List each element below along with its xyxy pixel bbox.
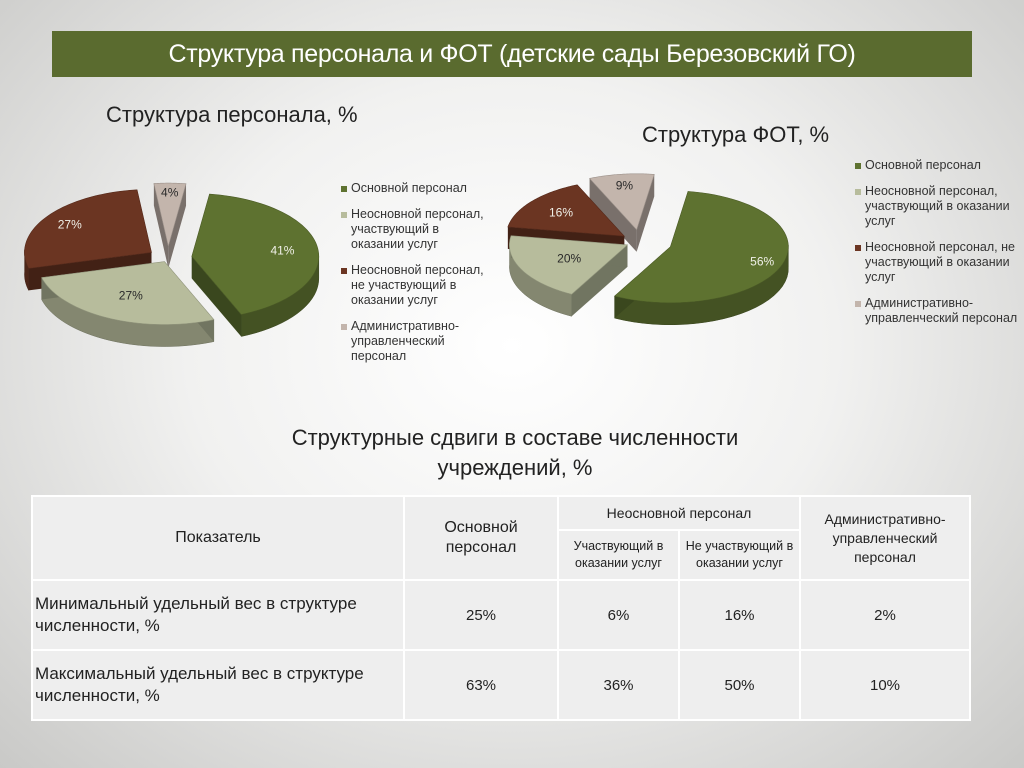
table-row: Максимальный удельный вес в структуре чи… [31,649,971,721]
header-participating: Участвующий в оказании услуг [557,529,680,581]
pie-slice [153,182,187,247]
header-administrative-text: Административно-управленческий персонал [824,510,946,565]
row-label-min: Минимальный удельный вес в структуре чис… [31,579,405,651]
header-main-staff-text: Основной персонал [444,519,518,556]
legend-swatch [855,189,861,195]
legend-swatch [855,245,861,251]
legend-swatch [341,324,347,330]
chart-title-payroll: Структура ФОТ, % [642,122,830,147]
pie-slice-edge [636,174,655,252]
legend-label: Административно-управленческий персонал [865,296,1018,325]
pie-data-label: 16% [549,206,573,220]
title-bar: Структура персонала и ФОТ (детские сады … [52,31,972,77]
header-non-core: Неосновной персонал [557,495,801,531]
cell-max-administrative: 10% [799,649,971,721]
legend-swatch [341,268,347,274]
pie-data-label: 27% [58,218,82,232]
pie-chart-payroll: 56% 20% 16% 9% [507,173,789,326]
cell-min-administrative: 2% [799,579,971,651]
legend-item: Неосновной персонал, участвующий в оказа… [341,207,491,252]
legend-item: Административно-управленческий персонал [341,319,491,364]
cell-min-main: 25% [403,579,559,651]
header-participating-text: Участвующий в оказании услуг [573,539,664,570]
header-indicator: Показатель [31,495,405,581]
pie-data-label: 20% [557,252,581,266]
pie-slice [613,191,789,304]
legend-swatch [341,212,347,218]
pie-data-label: 4% [161,186,179,200]
chart-title-staff: Структура персонала, % [106,102,358,127]
header-administrative: Административно-управленческий персонал [799,495,971,581]
legend-label: Основной персонал [865,158,981,172]
pie-slice [507,184,625,237]
header-main-staff: Основной персонал [403,495,559,581]
legend-item: Административно-управленческий персонал [855,296,1020,326]
pie-data-label: 27% [119,288,143,302]
pie-data-label: 41% [270,244,294,258]
section-title-line-2: учреждений, % [437,455,593,480]
pie-slice [41,261,215,325]
page-title: Структура персонала и ФОТ (детские сады … [168,39,856,68]
legend-staff: Основной персонал Неосновной персонал, уч… [341,181,491,375]
cell-max-participating: 36% [557,649,680,721]
legend-label: Неосновной персонал, не участвующий в ок… [351,263,484,307]
pie-slice [589,173,655,231]
pie-slice-edge [191,256,242,337]
legend-item: Неосновной персонал, не участвующий в ок… [855,240,1020,285]
cell-max-main: 63% [403,649,559,721]
legend-item: Неосновной персонал, участвующий в оказа… [855,184,1020,229]
pie-data-label: 9% [616,178,634,192]
legend-label: Административно-управленческий персонал [351,319,460,363]
pie-slice-edge [589,178,637,252]
legend-label: Неосновной персонал, не участвующий в ок… [865,240,1015,284]
section-title-line-1: Структурные сдвиги в составе численности [291,425,739,450]
legend-swatch [855,163,861,169]
legend-item: Основной персонал [341,181,491,196]
pie-slice [509,235,629,295]
cell-max-not-participating: 50% [678,649,801,721]
pie-slice-edge [153,183,169,269]
legend-item: Основной персонал [855,158,1020,173]
legend-payroll: Основной персонал Неосновной персонал, уч… [855,158,1020,337]
pie-slice-edge [168,183,187,269]
pie-chart-staff: 41% 27% 27% 4% [24,182,320,347]
pie-slice [191,193,320,315]
section-title: Структурные сдвиги в составе численности… [200,423,830,483]
row-label-max: Максимальный удельный вес в структуре чи… [31,649,405,721]
legend-label: Неосновной персонал, участвующий в оказа… [351,207,484,251]
legend-label: Неосновной персонал, участвующий в оказа… [865,184,1010,228]
cell-min-participating: 6% [557,579,680,651]
cell-min-not-participating: 16% [678,579,801,651]
legend-swatch [855,301,861,307]
legend-item: Неосновной персонал, не участвующий в ок… [341,263,491,308]
pie-data-label: 56% [750,254,774,268]
header-not-participating-text: Не участвующий в оказании услуг [685,539,794,570]
table-row: Минимальный удельный вес в структуре чис… [31,579,971,651]
structure-table: Показатель Основной персонал Неосновной … [31,495,971,721]
header-not-participating: Не участвующий в оказании услуг [678,529,801,581]
legend-label: Основной персонал [351,181,467,195]
legend-swatch [341,186,347,192]
pie-slice [24,189,152,269]
